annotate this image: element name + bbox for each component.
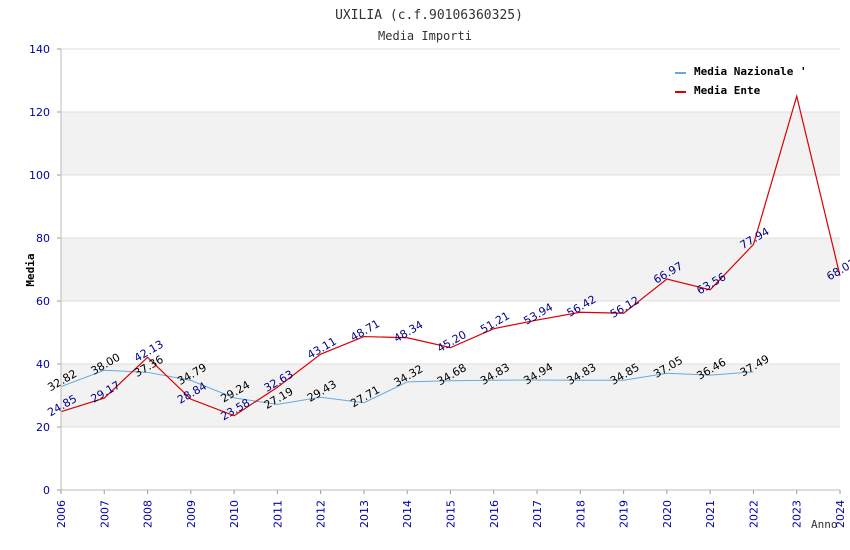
series-line-nazionale xyxy=(60,369,754,405)
x-tick-label: 2009 xyxy=(185,500,198,528)
grid-band xyxy=(61,238,840,301)
data-label-ente: 48.71 xyxy=(348,317,382,344)
data-label-ente: 51.21 xyxy=(478,309,512,336)
y-tick-label: 120 xyxy=(29,106,50,119)
x-tick-label: 2018 xyxy=(574,500,587,528)
data-label-ente: 53.94 xyxy=(521,301,555,328)
x-tick-label: 2022 xyxy=(747,500,760,528)
y-axis-ticks: 0 20 40 60 80 100 120 140 xyxy=(29,43,61,497)
series-lines xyxy=(60,93,841,417)
x-tick-label: 2013 xyxy=(358,500,371,528)
grid-bands xyxy=(61,112,840,427)
x-tick-label: 2015 xyxy=(445,500,458,528)
y-tick-label: 20 xyxy=(36,421,50,434)
y-tick-label: 0 xyxy=(43,484,50,497)
series-line-ente xyxy=(60,93,841,417)
x-tick-label: 2011 xyxy=(271,500,284,528)
grid-band xyxy=(61,364,840,427)
y-tick-label: 40 xyxy=(36,358,50,371)
x-tick-label: 2024 xyxy=(834,500,847,528)
x-tick-label: 2021 xyxy=(704,500,717,528)
chart-title: UXILIA (c.f.90106360325) xyxy=(335,8,523,23)
x-tick-label: 2010 xyxy=(228,500,241,528)
x-axis-ticks: 2006 2007 2008 2009 2010 2011 2012 2013 2014 2015… xyxy=(55,490,847,528)
grid-band xyxy=(61,112,840,175)
x-tick-label: 2012 xyxy=(315,500,328,528)
x-tick-label: 2014 xyxy=(401,500,414,528)
x-tick-label: 2023 xyxy=(791,500,804,528)
legend-label-ente: Media Ente xyxy=(694,84,761,97)
y-tick-label: 140 xyxy=(29,43,50,56)
x-tick-label: 2020 xyxy=(661,500,674,528)
data-label-ente: 45.20 xyxy=(435,328,469,355)
x-tick-label: 2006 xyxy=(55,500,68,528)
gridlines xyxy=(61,48,840,428)
y-axis-label: Media xyxy=(24,253,37,286)
legend-label-nazionale: Media Nazionale ' xyxy=(694,65,807,78)
x-tick-label: 2019 xyxy=(618,500,631,528)
x-tick-label: 2016 xyxy=(488,500,501,528)
x-tick-label: 2008 xyxy=(142,500,155,528)
y-tick-label: 100 xyxy=(29,169,50,182)
x-tick-label: 2007 xyxy=(98,500,111,528)
axes xyxy=(60,49,840,491)
legend: Media Nazionale ' Media Ente xyxy=(675,65,807,97)
data-label-ente: 43.11 xyxy=(305,335,339,362)
y-tick-label: 80 xyxy=(36,232,50,245)
x-axis-label: Anno xyxy=(811,518,838,531)
chart-subtitle: Media Importi xyxy=(378,29,472,43)
y-tick-label: 60 xyxy=(36,295,50,308)
x-tick-label: 2017 xyxy=(531,500,544,528)
